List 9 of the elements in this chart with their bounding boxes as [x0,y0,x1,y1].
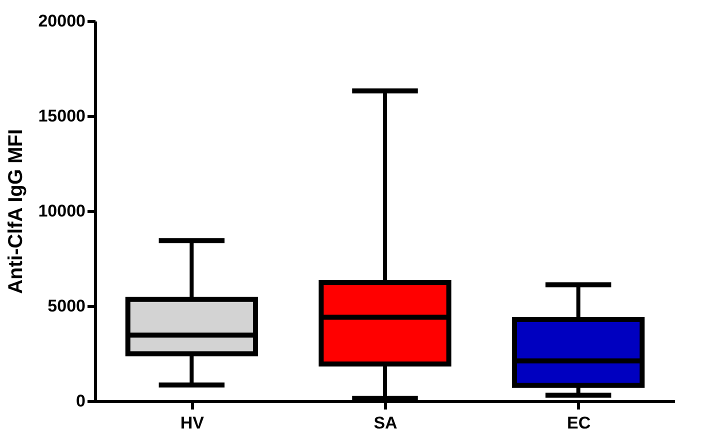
y-tick-label: 20000 [38,12,86,30]
x-tick-label: HV [180,414,205,432]
y-tick-label: 15000 [38,106,86,126]
x-tick-label: SA [374,414,398,432]
x-tick-label: EC [567,414,591,432]
y-tick-label: 0 [76,392,86,410]
y-tick-label: 10000 [38,202,86,220]
y-tick-label: 5000 [48,296,86,316]
y-axis-title: Anti-ClfA IgG MFI [5,129,28,294]
